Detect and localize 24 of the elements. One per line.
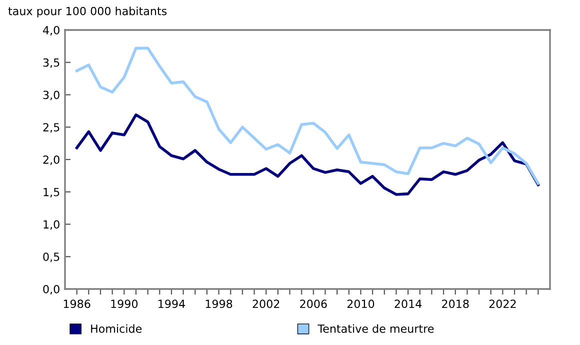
y-tick-label: 0,0 <box>43 284 60 295</box>
line-series <box>75 113 540 196</box>
x-tick-label: 2010 <box>347 300 374 308</box>
x-tick-label: 2022 <box>489 300 516 308</box>
x-tick-label: 1998 <box>206 300 232 308</box>
x-tick-label: 1990 <box>111 300 138 308</box>
y-tick-label: 3,5 <box>43 58 60 68</box>
y-tick-label: 2,5 <box>43 123 60 133</box>
y-tick-label: 3,0 <box>43 90 60 100</box>
legend-label: Homicide <box>91 324 142 333</box>
y-tick-label: 1,5 <box>44 188 60 198</box>
y-tick-label: 4,0 <box>43 26 60 36</box>
line-series <box>75 46 540 185</box>
y-tick-label: 1,0 <box>44 220 60 230</box>
y-tick-label: 2,0 <box>43 155 60 166</box>
x-tick-label: 2014 <box>394 300 422 308</box>
x-tick-label: 2002 <box>252 300 280 308</box>
x-tick-label: 1994 <box>158 300 185 308</box>
x-tick-label: 2006 <box>300 300 327 308</box>
legend-label: Tentative de meurtre <box>318 324 434 333</box>
y-tick-label: 0,5 <box>43 252 60 262</box>
x-tick-label: 1986 <box>64 300 90 308</box>
y-axis-title: taux pour 100 000 habitants <box>8 6 167 18</box>
x-tick-label: 2018 <box>442 300 469 308</box>
